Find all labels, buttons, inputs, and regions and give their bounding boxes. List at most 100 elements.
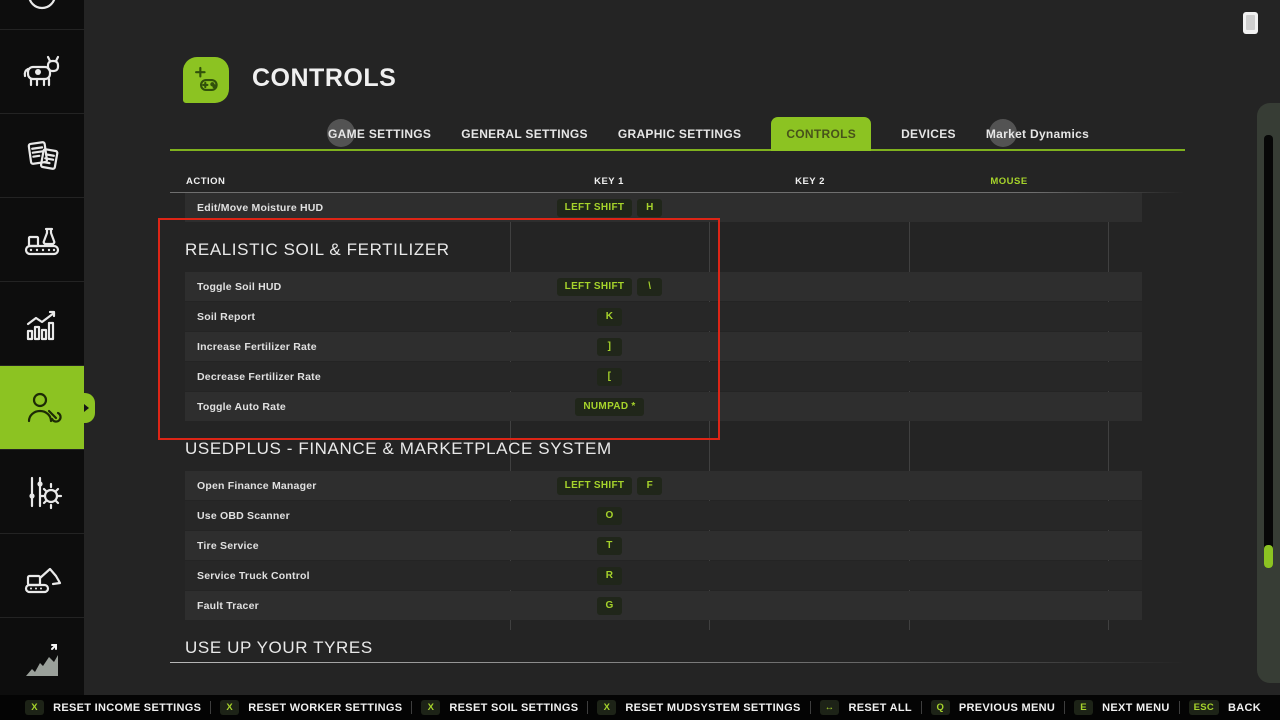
control-row[interactable]: Decrease Fertilizer Rate [: [185, 362, 1142, 391]
control-row[interactable]: Toggle Auto Rate NUMPAD *: [185, 392, 1142, 421]
key1-cell[interactable]: T: [510, 531, 709, 560]
control-row[interactable]: Tire Service T: [185, 531, 1142, 560]
footer-label: BACK: [1228, 701, 1261, 714]
action-label: Service Truck Control: [197, 569, 310, 582]
action-label: Toggle Soil HUD: [197, 280, 282, 293]
key-badge: X: [25, 699, 45, 716]
tab-game-settings[interactable]: GAME SETTINGS: [328, 127, 432, 141]
control-row[interactable]: Fault Tracer G: [185, 591, 1142, 620]
footer-divider: [210, 701, 212, 714]
key-badge: \: [637, 277, 663, 296]
footer-divider: [809, 701, 811, 714]
tab-general-settings[interactable]: GENERAL SETTINGS: [461, 127, 588, 141]
bottom-hint-bar: X RESET INCOME SETTINGS X RESET WORKER SETT…: [0, 695, 1280, 720]
footer-back[interactable]: ESC BACK: [1188, 699, 1261, 716]
control-row[interactable]: Toggle Soil HUD LEFT SHIFT \: [185, 272, 1142, 301]
tuning-icon: [29, 476, 63, 509]
action-label: Tire Service: [197, 539, 259, 552]
action-label: Increase Fertilizer Rate: [197, 340, 317, 353]
key-badge: LEFT SHIFT: [556, 198, 633, 217]
control-row[interactable]: Soil Report K: [185, 302, 1142, 331]
action-label: Edit/Move Moisture HUD: [197, 201, 324, 214]
control-row[interactable]: Increase Fertilizer Rate]: [185, 332, 1142, 361]
section-title: REALISTIC SOIL & FERTILIZER: [185, 240, 450, 259]
sidebar-item-construction[interactable]: [0, 534, 84, 618]
footer-divider: [1064, 701, 1066, 714]
key1-cell[interactable]: O: [510, 501, 709, 530]
excavator-icon: [24, 567, 62, 593]
key1-cell[interactable]: G: [510, 591, 709, 620]
footer-label: NEXT MENU: [1102, 701, 1170, 714]
key1-cell[interactable]: LEFT SHIFT F: [510, 471, 709, 500]
footer-divider: [1178, 701, 1180, 714]
key-badge: F: [637, 476, 663, 495]
active-notch: [79, 392, 95, 423]
scrollbar-thumb[interactable]: [1264, 545, 1273, 568]
footer-reset-income-settings[interactable]: X RESET INCOME SETTINGS: [25, 699, 201, 716]
key1-cell[interactable]: LEFT SHIFT \: [510, 272, 709, 301]
footer-label: RESET SOIL SETTINGS: [449, 701, 579, 714]
footer-label: PREVIOUS MENU: [958, 701, 1056, 714]
control-row[interactable]: Open Finance Manager LEFT SHIFT F: [185, 471, 1142, 500]
key1-cell[interactable]: [: [510, 362, 709, 391]
key1-cell[interactable]: ]: [510, 332, 709, 361]
key-badge: T: [597, 536, 622, 555]
footer-previous-menu[interactable]: Q PREVIOUS MENU: [930, 699, 1056, 716]
key1-cell[interactable]: R: [510, 561, 709, 590]
sidebar-item-animals[interactable]: [0, 30, 84, 114]
key-badge: LEFT SHIFT: [556, 476, 633, 495]
highlight-rectangle: [158, 218, 720, 440]
cursor-highlight: [989, 119, 1017, 147]
footer-reset-soil-settings[interactable]: X RESET SOIL SETTINGS: [421, 699, 579, 716]
tab-graphic-settings[interactable]: GRAPHIC SETTINGS: [617, 127, 742, 141]
page-title: CONTROLS: [252, 64, 397, 92]
key-badge: [: [597, 367, 622, 386]
action-label: Use OBD Scanner: [197, 509, 290, 522]
sidebar-item-prices[interactable]: [0, 618, 84, 702]
sidebar-item-statistics[interactable]: [0, 282, 84, 366]
tab-controls[interactable]: CONTROLS: [771, 117, 872, 151]
sidebar-item-player-settings[interactable]: [0, 366, 95, 450]
scrollbar-channel[interactable]: [1264, 135, 1273, 568]
clock-icon: [28, 0, 56, 10]
footer-next-menu[interactable]: E NEXT MENU: [1074, 699, 1170, 716]
key1-cell[interactable]: K: [510, 302, 709, 331]
sidebar-item-tuning[interactable]: [0, 450, 84, 534]
sidebar: [0, 0, 95, 702]
footer-label: RESET ALL: [848, 701, 912, 714]
key-badge: R: [597, 566, 622, 585]
key1-cell[interactable]: LEFT SHIFT H: [510, 193, 709, 222]
documents-icon: [27, 140, 59, 170]
sidebar-item-contracts[interactable]: [0, 114, 84, 198]
control-row[interactable]: Use OBD Scanner O: [185, 501, 1142, 530]
footer-reset-all[interactable]: ↔ RESET ALL: [819, 699, 912, 716]
footer-divider: [411, 701, 413, 714]
cow-icon: [23, 55, 60, 86]
key-badge: LEFT SHIFT: [556, 277, 633, 296]
tab-bar: GAME SETTINGS GENERAL SETTINGS GRAPHIC SET…: [328, 117, 1089, 151]
key-badge: Q: [930, 699, 950, 716]
key-badge: ↔: [819, 699, 840, 716]
key-badge: G: [597, 596, 622, 615]
sidebar-item-production[interactable]: [0, 198, 84, 282]
column-header-action: ACTION: [186, 176, 226, 187]
control-row[interactable]: Service Truck Control R: [185, 561, 1142, 590]
action-label: Fault Tracer: [197, 599, 259, 612]
key1-cell[interactable]: NUMPAD *: [510, 392, 709, 421]
control-row[interactable]: Edit/Move Moisture HUD LEFT SHIFT H: [185, 193, 1142, 222]
key-badge: H: [637, 198, 663, 217]
footer-label: RESET MUDSYSTEM SETTINGS: [625, 701, 801, 714]
key-badge: ]: [597, 337, 622, 356]
key-badge: NUMPAD *: [575, 397, 644, 416]
footer-divider: [587, 701, 589, 714]
section-title: USEDPLUS - FINANCE & MARKETPLACE SYSTEM: [185, 439, 612, 458]
tab-underline: [170, 149, 1185, 151]
sidebar-item-time[interactable]: [0, 0, 84, 30]
tab-devices[interactable]: DEVICES: [901, 127, 956, 141]
footer-reset-worker-settings[interactable]: X RESET WORKER SETTINGS: [220, 699, 402, 716]
tab-market-dynamics[interactable]: Market Dynamics: [985, 127, 1090, 141]
footer-reset-mudsystem-settings[interactable]: X RESET MUDSYSTEM SETTINGS: [597, 699, 801, 716]
column-header-key1: KEY 1: [594, 176, 624, 187]
column-header-mouse: MOUSE: [990, 176, 1028, 187]
action-label: Toggle Auto Rate: [197, 400, 286, 413]
